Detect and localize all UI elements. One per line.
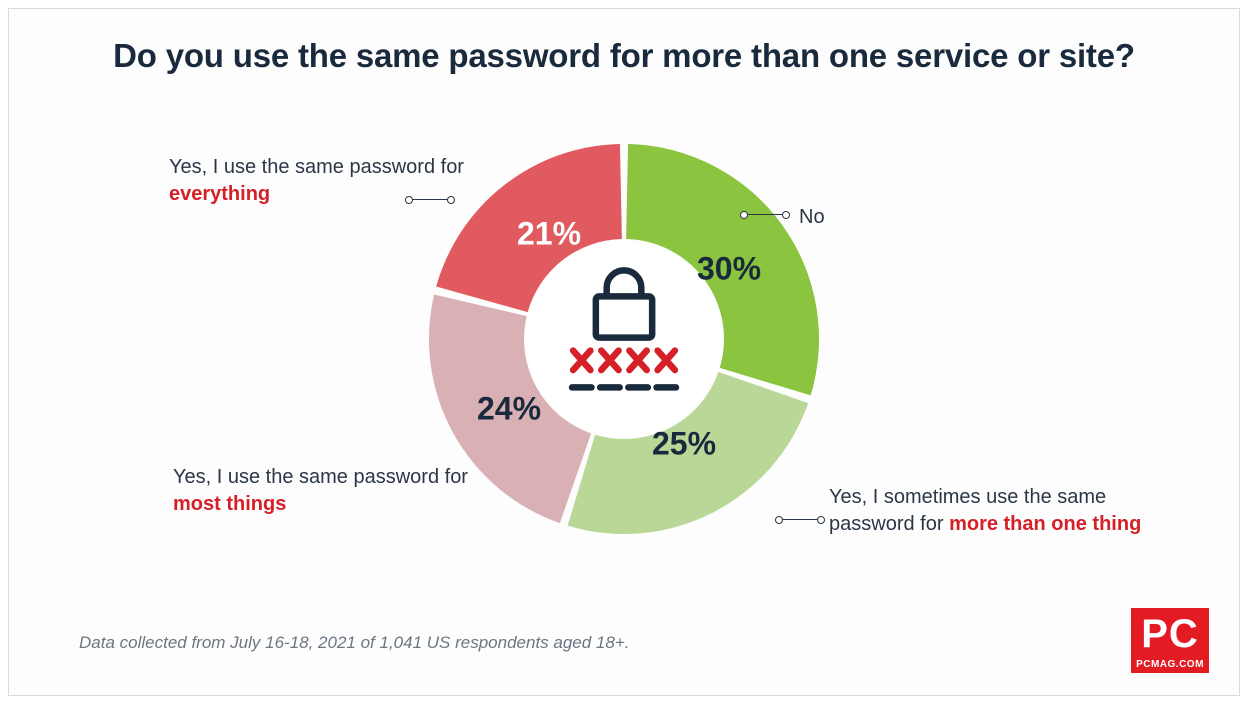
logo-sub: PCMAG.COM [1131,658,1209,673]
pct-label-most: 24% [477,391,541,428]
infographic-frame: Do you use the same password for more th… [8,8,1240,696]
leader-everything [409,199,451,200]
callout-text-plain: Yes, I use the same password for [173,466,468,488]
chart-title: Do you use the same password for more th… [9,37,1239,75]
callout-everything: Yes, I use the same password for everyth… [169,154,509,208]
leader-sometimes [779,519,821,520]
pcmag-logo: PC PCMAG.COM [1131,608,1209,673]
pct-label-no: 30% [697,251,761,288]
lock-icon [559,266,689,412]
callout-no: No [799,204,825,231]
logo-main: PC [1131,608,1209,658]
callout-text-plain: Yes, I use the same password for [169,156,464,178]
callout-text-emphasis: most things [173,493,286,515]
data-source-footnote: Data collected from July 16-18, 2021 of … [79,633,630,653]
callout-most: Yes, I use the same password for most th… [173,464,513,518]
callout-text-emphasis: everything [169,183,270,205]
callout-sometimes: Yes, I sometimes use the same password f… [829,484,1169,538]
callout-text-emphasis: more than one thing [949,513,1141,535]
pct-label-everything: 21% [517,216,581,253]
callout-text-plain: No [799,206,825,228]
leader-no [744,214,786,215]
pct-label-sometimes: 25% [652,426,716,463]
